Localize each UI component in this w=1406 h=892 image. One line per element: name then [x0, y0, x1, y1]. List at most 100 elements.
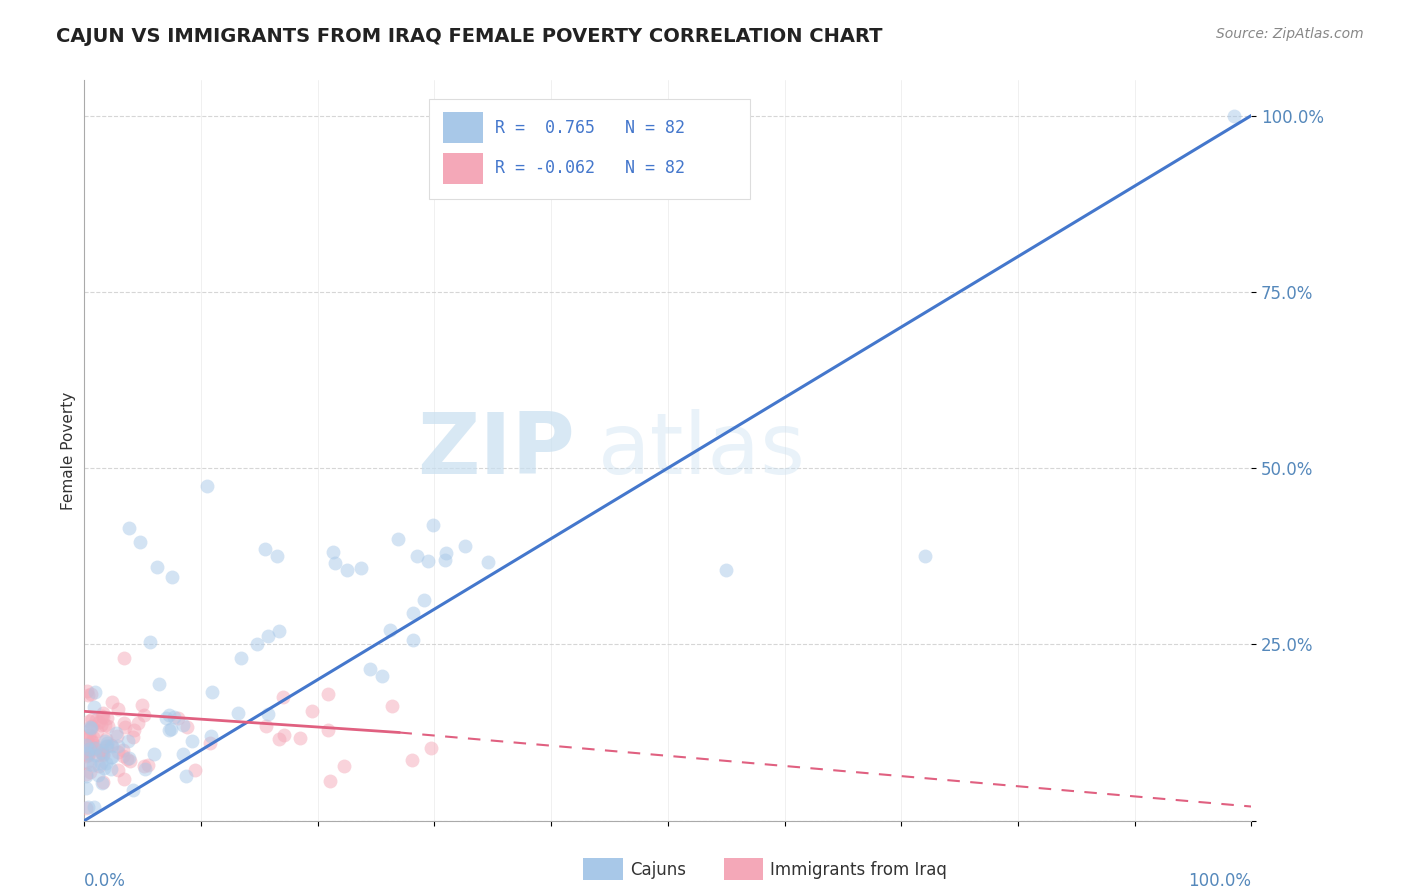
- Point: [359, 662, 381, 676]
- Point: [107, 745, 129, 759]
- Point: [100, 762, 122, 776]
- Point: [332, 758, 354, 772]
- Point: [112, 716, 135, 731]
- Point: [380, 698, 402, 713]
- Y-axis label: Female Poverty: Female Poverty: [60, 392, 76, 509]
- Point: [84, 685, 107, 699]
- Text: ZIP: ZIP: [416, 409, 575, 492]
- Point: [136, 758, 159, 772]
- Point: [77, 728, 100, 742]
- Point: [323, 556, 346, 570]
- Point: [96, 739, 118, 754]
- Point: [131, 698, 153, 712]
- Point: [86, 768, 108, 782]
- Point: [155, 710, 177, 724]
- Point: [84, 713, 107, 727]
- Point: [90, 747, 112, 761]
- Point: [273, 728, 295, 742]
- Point: [266, 549, 288, 564]
- Point: [91, 747, 114, 762]
- Point: [75, 731, 97, 746]
- Point: [75, 749, 97, 764]
- Point: [914, 549, 936, 564]
- Point: [83, 699, 105, 714]
- Point: [184, 763, 207, 777]
- Point: [82, 758, 104, 772]
- Point: [121, 782, 143, 797]
- Text: Source: ZipAtlas.com: Source: ZipAtlas.com: [1216, 27, 1364, 41]
- Point: [76, 683, 98, 698]
- Point: [96, 736, 118, 750]
- Point: [80, 712, 103, 726]
- Point: [75, 743, 97, 757]
- Point: [422, 518, 444, 533]
- Text: 100.0%: 100.0%: [1188, 872, 1251, 890]
- Point: [143, 747, 166, 762]
- Point: [254, 718, 277, 732]
- Point: [350, 560, 373, 574]
- Text: Immigrants from Iraq: Immigrants from Iraq: [770, 861, 948, 879]
- Point: [79, 720, 101, 734]
- Point: [76, 756, 98, 770]
- Point: [93, 709, 115, 723]
- Point: [132, 759, 155, 773]
- Point: [117, 752, 139, 766]
- Point: [75, 766, 97, 780]
- Point: [420, 740, 443, 755]
- Point: [401, 753, 423, 767]
- Point: [402, 607, 425, 621]
- Point: [160, 722, 183, 736]
- Point: [83, 799, 105, 814]
- Point: [160, 570, 183, 584]
- Point: [94, 718, 117, 732]
- Point: [157, 707, 180, 722]
- Point: [90, 745, 112, 759]
- Point: [100, 739, 122, 753]
- Text: CAJUN VS IMMIGRANTS FROM IRAQ FEMALE POVERTY CORRELATION CHART: CAJUN VS IMMIGRANTS FROM IRAQ FEMALE POV…: [56, 27, 883, 45]
- Point: [127, 716, 149, 731]
- Point: [94, 739, 117, 754]
- Point: [477, 555, 499, 569]
- Point: [122, 723, 145, 738]
- Point: [163, 710, 186, 724]
- Point: [117, 734, 139, 748]
- Point: [181, 733, 204, 747]
- Text: Cajuns: Cajuns: [630, 861, 686, 879]
- Bar: [443, 153, 484, 184]
- Point: [200, 736, 222, 750]
- Point: [112, 742, 135, 756]
- Point: [406, 549, 429, 564]
- Point: [371, 669, 394, 683]
- Point: [77, 688, 100, 702]
- Point: [100, 749, 122, 764]
- Point: [256, 706, 278, 721]
- Point: [94, 756, 117, 770]
- Point: [77, 799, 100, 814]
- Point: [301, 704, 323, 718]
- Point: [87, 714, 110, 729]
- Point: [96, 711, 118, 725]
- Point: [100, 738, 122, 752]
- Point: [107, 739, 129, 753]
- Point: [120, 754, 142, 768]
- Point: [82, 734, 104, 748]
- Point: [112, 772, 135, 786]
- Point: [91, 776, 114, 790]
- Point: [96, 731, 118, 746]
- Point: [76, 747, 98, 761]
- Point: [129, 535, 152, 549]
- Point: [91, 706, 114, 720]
- Point: [82, 730, 104, 744]
- Point: [176, 720, 198, 734]
- Point: [80, 719, 103, 733]
- Text: 0.0%: 0.0%: [84, 872, 127, 890]
- Point: [105, 725, 128, 739]
- Point: [82, 735, 104, 749]
- Point: [412, 592, 434, 607]
- Point: [380, 624, 402, 638]
- Point: [75, 742, 97, 756]
- Point: [148, 676, 170, 690]
- Point: [80, 687, 103, 701]
- Point: [101, 695, 124, 709]
- Point: [166, 711, 188, 725]
